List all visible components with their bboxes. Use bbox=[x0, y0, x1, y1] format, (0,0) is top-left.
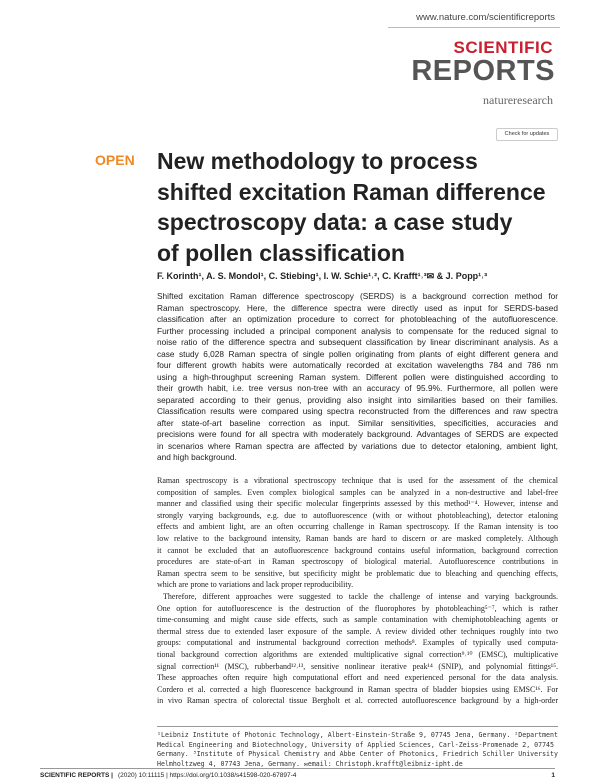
abstract-line: noise ratio of the difference spectra an… bbox=[157, 337, 558, 347]
access: OPEN bbox=[95, 152, 135, 168]
abstract-line: classification after an optimization pro… bbox=[157, 314, 558, 324]
update-label: Check for updates bbox=[504, 131, 550, 137]
abstract-line: Shifted excitation Raman difference spec… bbox=[157, 291, 558, 301]
body-line: Raman spectroscopy is a vibrational spec… bbox=[157, 476, 558, 485]
body-line: it cannot be excluded that an autofluore… bbox=[157, 545, 558, 555]
body-line: Cordero et al. corrected a high fluoresc… bbox=[157, 684, 558, 694]
rule bbox=[40, 768, 555, 769]
abstract-line: using a high-throughput screening Raman … bbox=[157, 371, 558, 382]
abstract-line: after state-of-art baseline correction a… bbox=[157, 417, 558, 428]
footer-page: 1 bbox=[551, 772, 555, 779]
abstract-line: in scenarios where Raman spectra are aff… bbox=[157, 440, 558, 451]
footnote-line: Helmholtzweg 4, 07743 Jena, Germany. ✉em… bbox=[157, 759, 463, 768]
abstract-line: four different growth habits were automa… bbox=[157, 360, 558, 370]
footer-citation: (2020) 10:11115 | https://doi.org/10.103… bbox=[118, 772, 297, 779]
body-line: manner and classified using their specif… bbox=[157, 499, 558, 509]
body-line: These approaches often require high comp… bbox=[157, 673, 558, 683]
footnote-line: Medical Engineering and Biotechnology, U… bbox=[157, 740, 558, 749]
abstract-line: precisions were found for all spectra wi… bbox=[157, 429, 558, 439]
abstract-line: Further processing included a principal … bbox=[157, 325, 558, 336]
title-line: spectroscopy data: a case study bbox=[157, 209, 513, 235]
journal-bottom: REPORTS bbox=[411, 55, 555, 87]
body-line: groups: computational and instrumental b… bbox=[157, 638, 558, 648]
body-line: One option for autofluorescence is the d… bbox=[157, 603, 558, 613]
footnote-line: ¹Leibniz Institute of Photonic Technolog… bbox=[157, 731, 558, 739]
abstract-line: separated according to their genus, prov… bbox=[157, 394, 558, 405]
body-line: effects and ambient light, are an often … bbox=[157, 522, 558, 532]
footnote-line: Germany. ³Institute of Physical Chemistr… bbox=[157, 750, 558, 759]
footer-journal: SCIENTIFIC REPORTS | bbox=[40, 772, 113, 779]
body-line: Raman spectra seem to be sensitive, but … bbox=[157, 568, 558, 578]
abstract-line: Raman spectroscopy. Here, the difference… bbox=[157, 302, 558, 313]
title-line: New methodology to process bbox=[157, 148, 478, 174]
title-line: of pollen classification bbox=[157, 239, 405, 266]
title-line: shifted excitation Raman difference bbox=[157, 178, 546, 205]
body-line: tional background correction algorithms … bbox=[157, 650, 558, 659]
body-line: which are prone to variations and lack p… bbox=[157, 580, 354, 590]
update-button[interactable]: Check for updates bbox=[496, 128, 558, 141]
abstract-line: their growth habit, i.e. tree versus non… bbox=[157, 383, 558, 393]
body-line: time-consuming and might cause side effe… bbox=[157, 615, 558, 625]
body-line: strongly varying backgrounds, e.g. due t… bbox=[157, 510, 558, 520]
url[interactable]: www.nature.com/scientificreports bbox=[416, 12, 555, 23]
body-line: Therefore, different approaches were sug… bbox=[163, 592, 558, 601]
body-line: signal correction¹¹ (MSC), rubberband¹²˒… bbox=[157, 661, 558, 671]
body-line: composition of samples. Even complex bio… bbox=[157, 487, 558, 497]
rule bbox=[388, 27, 560, 28]
body-line: in vivo Raman spectra of colorectal tiss… bbox=[157, 696, 558, 706]
journal-top: SCIENTIFIC bbox=[453, 38, 553, 57]
abstract-line: and high background. bbox=[157, 452, 237, 462]
publisher: natureresearch bbox=[483, 93, 553, 107]
authors: F. Korinth¹, A. S. Mondol¹, C. Stiebing¹… bbox=[157, 271, 488, 281]
rule bbox=[157, 726, 558, 727]
abstract-line: Classification results were compared usi… bbox=[157, 406, 558, 416]
abstract-line: case study 6,028 Raman spectra of single… bbox=[157, 348, 558, 359]
body-line: low relative to the background intensity… bbox=[157, 534, 558, 543]
body-line: procedures are state-of-art in Raman spe… bbox=[157, 557, 558, 567]
body-line: thermal stress due to extended laser exp… bbox=[157, 626, 558, 636]
